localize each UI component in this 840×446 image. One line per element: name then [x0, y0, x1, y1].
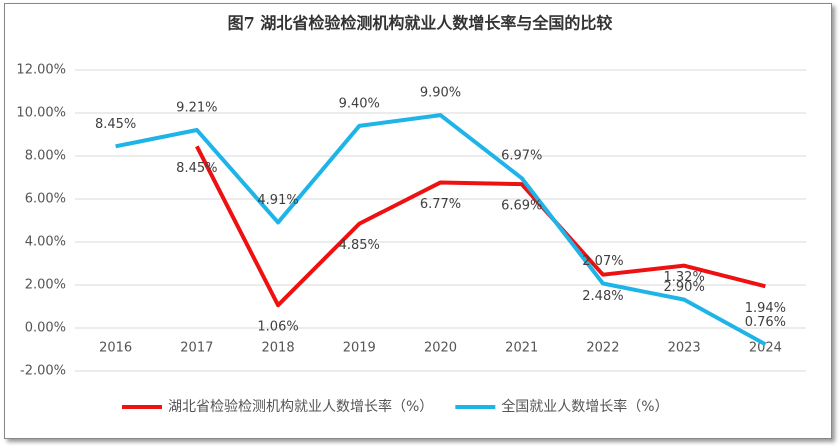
data-label: 0.76%	[745, 315, 786, 330]
data-label: 9.40%	[339, 96, 380, 111]
data-label: 2.48%	[582, 289, 623, 304]
data-label: 9.21%	[176, 100, 217, 115]
data-label: 9.90%	[420, 86, 461, 101]
y-tick-label: 0.00%	[25, 321, 66, 336]
data-label: 1.06%	[257, 320, 298, 335]
chart-frame	[4, 3, 832, 439]
data-label: 6.69%	[501, 199, 542, 214]
data-label: 2.90%	[664, 280, 705, 295]
x-tick-label: 2018	[262, 341, 295, 356]
legend-label: 湖北省检验检测机构就业人数增长率（%）	[168, 398, 433, 415]
y-tick-label: 8.00%	[25, 149, 66, 164]
x-tick-label: 2024	[749, 341, 782, 356]
x-tick-label: 2021	[505, 341, 538, 356]
y-tick-label: 10.00%	[16, 106, 66, 121]
data-label: 8.45%	[176, 161, 217, 176]
x-tick-label: 2022	[586, 341, 619, 356]
series-line	[115, 113, 767, 347]
y-tick-label: 4.00%	[25, 235, 66, 250]
data-label: 1.32%	[664, 270, 705, 285]
y-tick-label: 6.00%	[25, 192, 66, 207]
series-line	[195, 145, 766, 308]
x-tick-label: 2019	[343, 341, 376, 356]
y-tick-label: 2.00%	[25, 278, 66, 293]
chart-title: 图7 湖北省检验检测机构就业人数增长率与全国的比较	[228, 14, 613, 33]
x-tick-label: 2016	[99, 341, 132, 356]
data-label: 8.45%	[95, 117, 136, 132]
data-label: 6.77%	[420, 197, 461, 212]
data-label: 2.07%	[582, 254, 623, 269]
y-tick-label: -2.00%	[20, 364, 66, 379]
y-tick-label: 12.00%	[16, 63, 66, 78]
data-label: 1.94%	[745, 301, 786, 316]
legend-label: 全国就业人数增长率（%）	[501, 398, 668, 415]
data-label: 6.97%	[501, 149, 542, 164]
data-label: 4.91%	[257, 193, 298, 208]
data-label: 4.85%	[339, 238, 380, 253]
x-tick-label: 2020	[424, 341, 457, 356]
x-tick-label: 2023	[668, 341, 701, 356]
x-tick-label: 2017	[180, 341, 213, 356]
